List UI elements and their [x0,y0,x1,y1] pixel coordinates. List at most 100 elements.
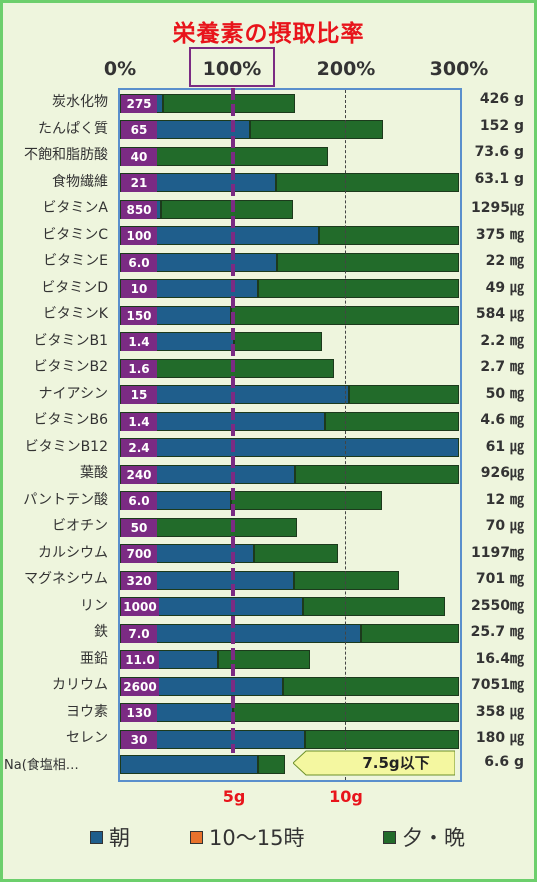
legend-swatch-morning [90,830,103,844]
sodium-limit-arrow: 7.5g以下 [293,750,455,776]
sodium-bar-morning [120,755,258,775]
bar-evening [303,597,446,617]
bar-evening [318,226,459,246]
row-label: セレン [66,730,108,747]
bar-evening [234,332,323,352]
row-label: ビタミンK [42,306,108,323]
x-tick-100: 100% [202,58,262,80]
row-amount: 152 g [479,117,524,134]
legend-item-evening: 夕・晩 [383,822,465,852]
row-amount: 70 ㎍ [485,518,524,535]
row-amount: 426 g [479,91,524,108]
recommended-badge: 6.0 [121,253,157,272]
recommended-badge: 1.4 [121,412,157,431]
row-label: ビタミンE [43,253,108,270]
row-label: 不飽和脂肪酸 [24,147,108,164]
legend-item-morning: 朝 [90,822,130,852]
recommended-badge: 1000 [121,598,159,617]
row-label: マグネシウム [24,571,108,588]
row-amount: 49 ㎍ [485,279,524,296]
row-amount: 12 ㎎ [485,491,524,508]
row-amount: 25.7 ㎎ [470,624,524,641]
recommended-badge: 7.0 [121,624,157,643]
row-amount: 2.2 ㎎ [480,332,524,349]
recommended-badge: 6.0 [121,492,157,511]
row-label: ビタミンC [42,226,108,243]
bar-evening [230,491,383,511]
recommended-badge: 130 [121,704,157,723]
row-label: パントテン酸 [23,491,108,508]
row-label: ビタミンB1 [33,332,108,349]
row-label: 食物繊維 [52,173,108,190]
highlight-100-box [189,47,275,87]
bar-evening [275,173,459,193]
row-label: ヨウ素 [66,703,108,720]
recommended-badge: 275 [121,94,157,113]
row-label: ナイアシン [38,385,108,402]
bar-evening [294,570,400,590]
row-label: カリウム [52,677,108,694]
recommended-badge: 850 [121,200,157,219]
bar-evening [295,464,459,484]
bar-morning [120,252,278,272]
bar-evening [218,650,310,670]
bar-morning [120,570,295,590]
bar-morning [120,438,459,458]
bar-evening [324,411,459,431]
plot-area [118,88,462,782]
x-tick-300: 300% [429,58,489,80]
bar-morning [120,623,361,643]
bar-evening [305,729,459,749]
row-label: ビタミンD [41,279,108,296]
sodium-limit-label: 7.5g以下 [362,754,429,772]
salt-tick-5g: 5g [222,787,246,806]
row-amount: 926㎍ [480,465,524,482]
sodium-bar-evening [257,755,285,775]
row-label: ビタミンB2 [33,359,108,376]
bar-morning [120,597,304,617]
bar-morning [120,464,296,484]
row-label-sodium: Na(食塩相… [4,757,79,773]
row-amount: 2.7 ㎎ [480,359,524,376]
x-tick-0: 0% [103,58,137,80]
bar-morning [120,173,276,193]
recommended-badge: 150 [121,306,157,325]
row-label: 炭水化物 [52,94,108,111]
bar-evening [249,120,384,140]
bar-morning [120,729,306,749]
recommended-badge: 21 [121,174,157,193]
bar-evening [282,676,459,696]
reference-line-100 [231,88,235,753]
row-amount: 4.6 ㎎ [480,412,524,429]
legend-item-midday: 10〜15時 [190,822,304,852]
row-amount: 7051㎎ [471,677,524,694]
row-label: リン [80,597,108,614]
legend-label-evening: 夕・晩 [402,826,465,850]
bar-morning [120,676,283,696]
legend-swatch-midday [190,830,203,844]
recommended-badge: 1.6 [121,359,157,378]
bar-evening [160,199,293,219]
row-amount-sodium: 6.6 g [484,753,524,770]
row-label: 葉酸 [80,465,108,482]
recommended-badge: 15 [121,386,157,405]
gridline-200 [345,90,346,780]
row-label: カルシウム [38,544,108,561]
bar-morning [120,411,325,431]
row-label: ビオチン [52,518,108,535]
bar-evening [162,93,296,113]
row-amount: 180 ㎍ [475,730,524,747]
recommended-badge: 30 [121,730,157,749]
row-amount: 61 ㎍ [485,438,524,455]
row-amount: 63.1 g [474,170,524,187]
salt-tick-10g: 10g [329,787,363,806]
recommended-badge: 50 [121,518,157,537]
recommended-badge: 700 [121,545,157,564]
bar-evening [233,703,459,723]
legend-label-morning: 朝 [109,826,130,850]
row-amount: 358 ㎍ [475,703,524,720]
chart-title: 栄養素の摂取比率 [172,21,365,47]
row-label: 鉄 [94,624,108,641]
recommended-badge: 240 [121,465,157,484]
bar-morning [120,226,319,246]
